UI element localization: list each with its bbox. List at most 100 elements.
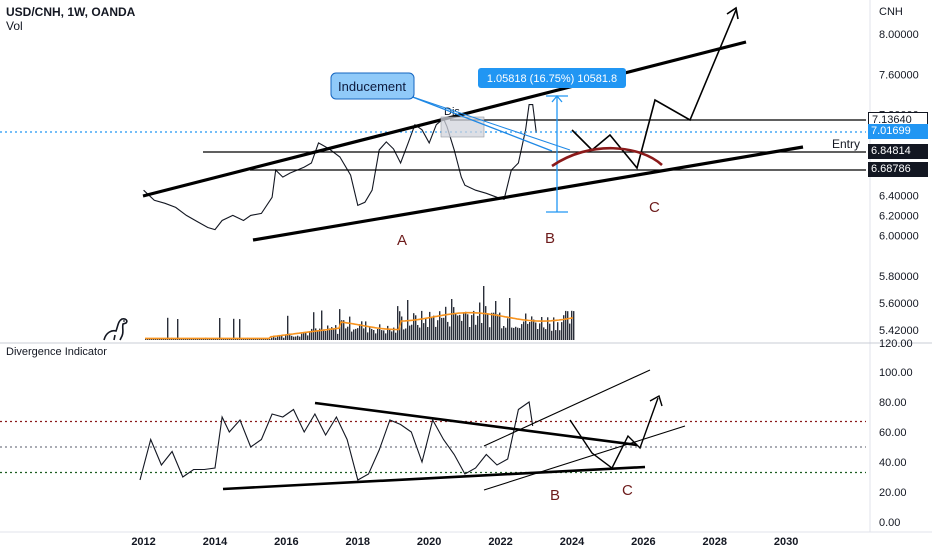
volume-bar — [389, 329, 391, 340]
volume-bar — [531, 316, 533, 340]
volume-bar — [505, 327, 507, 340]
volume-bar — [515, 326, 517, 340]
volume-bar — [373, 330, 375, 340]
volume-bar — [521, 324, 523, 340]
volume-bar — [301, 333, 303, 340]
volume-bar — [497, 314, 499, 340]
volume-bar — [317, 331, 319, 340]
oscillator-title[interactable]: Divergence Indicator — [6, 346, 107, 358]
volume-bar — [207, 338, 209, 340]
volume-bar — [185, 338, 187, 340]
volume-bar — [343, 320, 345, 340]
volume-bar — [261, 338, 263, 340]
volume-bar — [485, 306, 487, 340]
volume-bar — [437, 320, 439, 340]
volume-legend[interactable]: Vol — [6, 19, 23, 33]
volume-bar — [315, 328, 317, 340]
volume-axis-tick: 120.00 — [879, 338, 913, 350]
time-tick-label: 2022 — [488, 536, 512, 548]
volume-bar — [401, 316, 403, 340]
volume-bar — [333, 329, 335, 340]
volume-bar — [173, 338, 175, 340]
volume-bar — [449, 326, 451, 340]
volume-bar — [385, 333, 387, 340]
volume-bar — [553, 317, 555, 340]
volume-bar — [321, 310, 323, 340]
time-tick-label: 2016 — [274, 536, 298, 548]
volume-bar — [381, 330, 383, 340]
volume-bar — [565, 310, 567, 340]
volume-bar — [169, 339, 171, 340]
volume-bar — [435, 326, 437, 340]
volume-bar — [335, 325, 337, 340]
volume-bar — [249, 339, 251, 340]
volume-bar — [179, 338, 181, 340]
time-tick-label: 2020 — [417, 536, 441, 548]
point-b-label: B — [545, 230, 555, 247]
volume-bar — [545, 329, 547, 340]
volume-bar — [241, 338, 243, 340]
oscillator-axis-ticks: 100.00 80.00 60.00 40.00 20.00 0.00 — [879, 367, 913, 529]
volume-bar — [537, 329, 539, 340]
volume-bar — [283, 337, 285, 340]
volume-bar — [417, 325, 419, 340]
volume-bar — [453, 307, 455, 340]
volume-bar — [379, 324, 381, 340]
price-tag-6-84814: 6.84814 — [868, 144, 928, 159]
price-tick-label: 6.20000 — [879, 210, 919, 222]
price-tick-label: 6.40000 — [879, 190, 919, 202]
entry-label: Entry — [832, 137, 860, 151]
volume-bar — [307, 335, 309, 340]
osc-tick-label: 0.00 — [879, 517, 900, 529]
volume-bar — [291, 335, 293, 340]
volume-bar — [551, 330, 553, 340]
volume-bar — [239, 319, 241, 340]
volume-bar — [359, 324, 361, 340]
volume-bar — [189, 338, 191, 340]
volume-bar — [279, 336, 281, 340]
volume-bar — [177, 319, 179, 340]
inducement-label-box — [330, 72, 415, 100]
volume-bar — [569, 323, 571, 340]
inducement-pointer — [409, 95, 553, 152]
volume-bar — [473, 310, 475, 340]
volume-bar — [419, 327, 421, 340]
volume-moving-average — [145, 311, 574, 340]
volume-bar — [299, 336, 301, 340]
volume-bar — [337, 333, 339, 340]
volume-bar — [549, 323, 551, 340]
time-tick-label: 2028 — [703, 536, 727, 548]
volume-bar — [511, 327, 513, 340]
volume-bar — [509, 298, 511, 340]
volume-bar — [439, 311, 441, 340]
volume-bar — [495, 301, 497, 340]
osc-tick-label: 40.00 — [879, 457, 907, 469]
volume-bar — [331, 327, 333, 340]
time-tick-label: 2030 — [774, 536, 798, 548]
symbol-title[interactable]: USD/CNH, 1W, OANDA — [6, 5, 136, 19]
volume-bar — [571, 310, 573, 340]
volume-bar — [233, 318, 235, 340]
volume-bar — [529, 322, 531, 340]
volume-bar — [353, 329, 355, 340]
inducement-label: Inducement — [338, 79, 406, 94]
volume-bar — [363, 328, 365, 340]
volume-bar — [467, 314, 469, 340]
volume-bar — [539, 323, 541, 340]
volume-bar — [269, 339, 271, 340]
volume-bar — [341, 320, 343, 340]
volume-bar — [367, 332, 369, 340]
volume-bar — [289, 333, 291, 340]
volume-bar — [329, 328, 331, 340]
time-tick-label: 2012 — [131, 536, 155, 548]
volume-bar — [213, 338, 215, 340]
volume-bar — [351, 331, 353, 340]
volume-bar — [323, 329, 325, 340]
volume-bar — [219, 318, 221, 340]
price-tick-label: 8.00000 — [879, 29, 919, 41]
volume-bar — [527, 323, 529, 340]
volume-bar — [433, 315, 435, 340]
volume-bar — [181, 338, 183, 340]
volume-bar — [541, 317, 543, 340]
